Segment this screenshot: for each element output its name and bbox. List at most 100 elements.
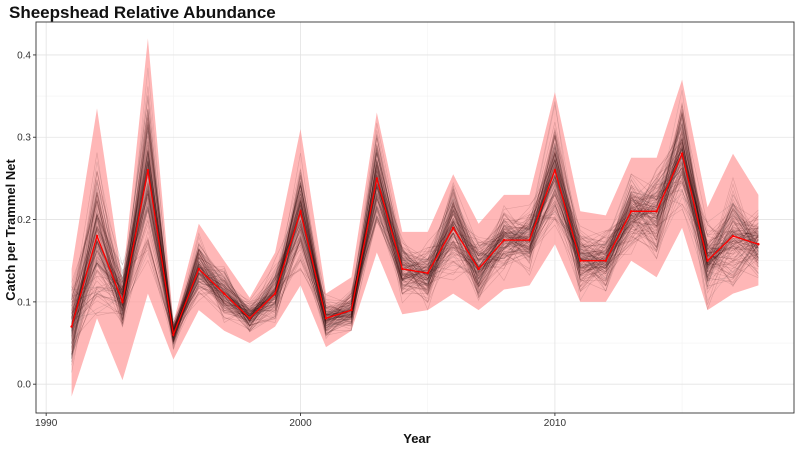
simulation-trace — [71, 67, 759, 363]
x-tick-label: 2010 — [544, 418, 567, 429]
simulation-trace — [71, 113, 759, 345]
simulation-trace — [71, 114, 759, 355]
data-point — [146, 168, 150, 172]
simulation-trace — [71, 166, 759, 334]
simulation-trace — [71, 155, 759, 332]
simulation-trace — [71, 128, 759, 332]
simulation-trace — [71, 150, 759, 350]
simulation-trace — [71, 134, 759, 339]
data-point — [477, 267, 480, 271]
simulation-trace — [71, 111, 759, 339]
simulation-trace — [71, 109, 759, 338]
simulation-trace — [71, 121, 759, 359]
data-point — [502, 238, 506, 242]
simulation-trace — [71, 170, 759, 345]
simulation-trace — [71, 141, 759, 331]
simulation-trace — [71, 135, 759, 332]
data-point — [451, 226, 455, 229]
simulation-trace — [71, 187, 759, 334]
data-point — [324, 317, 328, 320]
data-point — [70, 325, 73, 328]
y-tick-label: 0.4 — [17, 50, 31, 61]
simulation-trace — [71, 99, 759, 363]
data-point — [95, 234, 99, 238]
simulation-trace — [71, 131, 759, 333]
simulation-trace — [71, 145, 759, 341]
simulation-trace — [71, 130, 759, 335]
simulation-trace — [71, 104, 759, 356]
simulation-trace — [71, 132, 759, 331]
chart-title: Sheepshead Relative Abundance — [9, 3, 276, 22]
plot-area: 0.0 0.1 0.2 0.3 0.4 1990 2000 2010 — [17, 21, 795, 429]
simulation-trace — [71, 162, 759, 337]
data-point — [680, 152, 684, 155]
simulation-trace — [71, 169, 759, 358]
data-point — [731, 234, 735, 238]
simulation-trace — [71, 89, 759, 347]
data-point — [350, 308, 353, 312]
simulation-trace — [71, 150, 759, 332]
simulation-trace — [71, 145, 759, 355]
simulation-trace — [71, 131, 759, 366]
data-point — [197, 267, 200, 271]
simulation-trace — [71, 159, 759, 329]
simulation-trace — [71, 153, 759, 322]
x-axis-label: Year — [403, 431, 430, 446]
data-point — [299, 210, 302, 213]
simulation-trace — [71, 135, 759, 338]
data-point — [273, 292, 277, 295]
simulation-trace — [71, 155, 759, 334]
data-point — [604, 259, 607, 262]
simulation-trace — [71, 141, 759, 340]
simulation-trace — [71, 113, 759, 339]
simulation-trace — [71, 95, 759, 345]
x-tick-label: 1990 — [35, 418, 58, 429]
simulation-trace — [71, 139, 759, 348]
simulation-trace — [71, 112, 759, 356]
simulation-trace — [71, 134, 759, 331]
data-point — [426, 271, 429, 275]
simulation-trace — [71, 129, 759, 331]
simulation-trace — [71, 156, 759, 360]
simulation-trace — [71, 114, 759, 338]
simulation-trace — [71, 86, 759, 349]
simulation-trace — [71, 148, 759, 342]
simulation-trace — [71, 124, 759, 339]
x-tick-label: 2000 — [289, 418, 312, 429]
simulation-trace — [71, 112, 759, 336]
simulation-trace — [71, 152, 759, 337]
simulation-trace — [71, 108, 759, 348]
simulation-trace — [71, 186, 759, 338]
simulation-trace — [71, 138, 759, 343]
simulation-trace — [71, 109, 759, 353]
simulation-trace — [71, 167, 759, 333]
simulation-trace — [71, 117, 759, 334]
simulation-trace — [71, 145, 759, 336]
data-point — [375, 177, 379, 180]
simulation-trace — [71, 122, 759, 345]
simulation-trace — [71, 139, 759, 340]
plot-border — [35, 21, 795, 414]
simulation-trace — [71, 152, 759, 343]
simulation-trace — [71, 116, 759, 344]
simulation-trace — [71, 133, 759, 341]
simulation-trace — [71, 160, 759, 336]
simulation-trace — [71, 170, 759, 355]
data-point — [248, 317, 251, 320]
simulation-trace — [71, 127, 759, 342]
simulation-trace — [71, 123, 759, 342]
simulation-trace — [71, 146, 759, 333]
y-axis-label: Catch per Trammel Net — [3, 159, 18, 301]
simulation-trace — [71, 146, 759, 356]
mean-series-line — [70, 151, 759, 338]
simulation-trace — [71, 142, 759, 338]
simulation-trace — [71, 167, 759, 335]
data-point — [528, 238, 531, 242]
simulation-trace — [71, 130, 759, 356]
simulation-trace — [71, 128, 759, 341]
simulation-trace — [71, 151, 759, 339]
simulation-trace — [71, 142, 759, 340]
simulation-trace — [71, 160, 759, 343]
simulation-trace — [71, 102, 759, 336]
data-point — [706, 259, 709, 262]
